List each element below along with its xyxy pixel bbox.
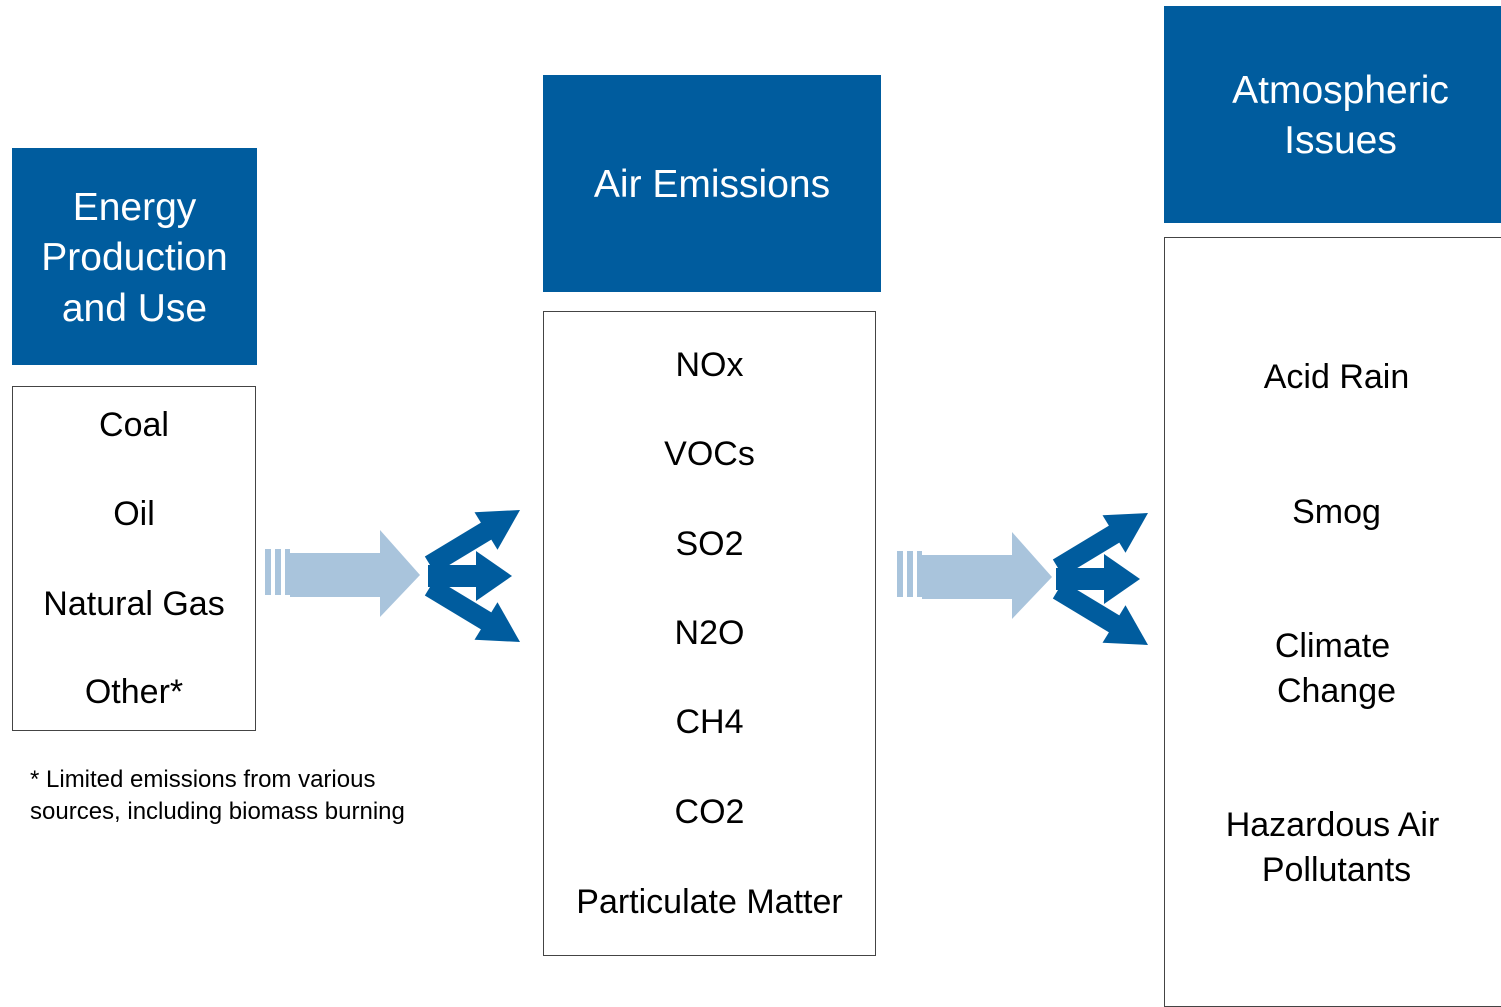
item: Change [1276, 672, 1397, 710]
footnote: * Limited emissions from various [30, 766, 376, 793]
item: N2O [674, 614, 745, 652]
flow-arrow [265, 530, 420, 617]
item: Particulate Matter [576, 883, 843, 921]
header-text: Issues [1284, 119, 1397, 162]
header-text: Energy [72, 186, 197, 229]
item: VOCs [664, 435, 755, 473]
item: Other* [84, 673, 184, 711]
header-box [543, 75, 881, 292]
item: SO2 [675, 525, 744, 563]
header-text: Atmospheric [1232, 69, 1449, 112]
header-text: Production [41, 236, 228, 279]
item: Smog [1292, 493, 1381, 531]
item: Natural Gas [43, 585, 225, 623]
header-text: and Use [61, 287, 208, 330]
item: Coal [99, 406, 169, 444]
split-arrow [428, 510, 520, 642]
item: CO2 [674, 793, 745, 831]
header-box [12, 148, 257, 365]
flow-arrow [897, 532, 1052, 619]
list-box [543, 311, 876, 956]
header-box [1164, 6, 1501, 223]
item: Pollutants [1261, 851, 1412, 889]
list-box [12, 386, 256, 731]
split-arrow [1056, 513, 1148, 645]
footnote: sources, including biomass burning [30, 798, 405, 825]
item: CH4 [675, 703, 744, 741]
item: Oil [113, 495, 155, 533]
header-text: Air Emissions [593, 163, 831, 206]
item: Acid Rain [1263, 358, 1410, 396]
item: Climate [1274, 627, 1391, 665]
item: NOx [675, 346, 744, 384]
item: Hazardous Air [1225, 806, 1440, 844]
list-box [1164, 237, 1501, 1007]
